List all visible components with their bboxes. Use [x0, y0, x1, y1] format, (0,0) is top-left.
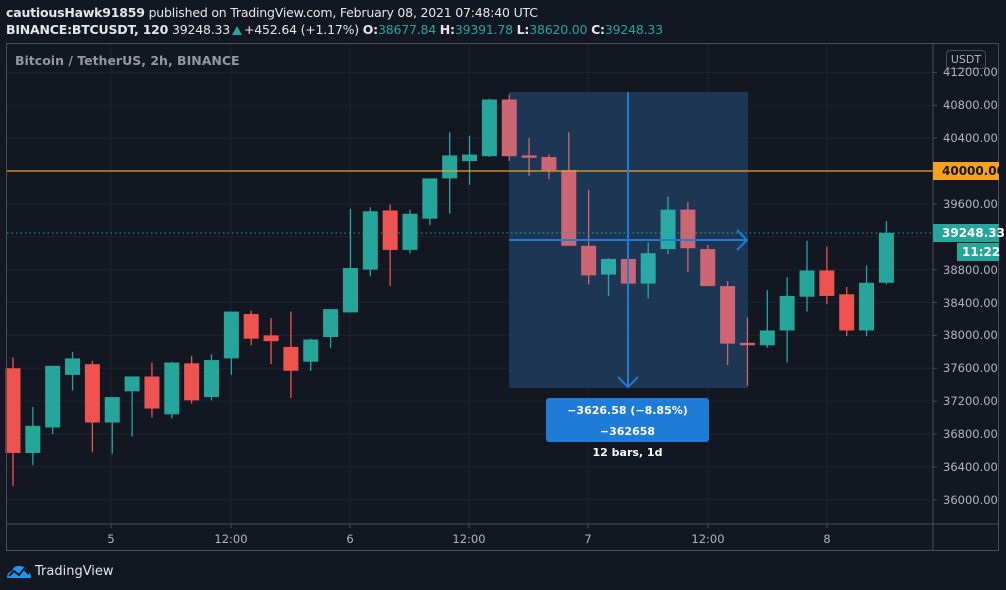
horizontal-line-price-tag: 40000.00 — [933, 162, 1005, 180]
price-axis-label: 36400.00 — [943, 459, 998, 474]
price-change: +452.64 (+1.17%) — [244, 22, 359, 37]
candle — [382, 210, 398, 250]
candle — [323, 309, 339, 338]
candle — [283, 346, 299, 371]
candle — [561, 170, 577, 246]
candle — [700, 249, 716, 287]
last-price: 39248.33 — [171, 22, 231, 37]
currency-button[interactable]: USDT — [946, 50, 986, 69]
time-axis-label: 5 — [107, 532, 115, 546]
tradingview-logo[interactable]: TradingView — [6, 563, 114, 579]
candle — [759, 330, 775, 346]
chart-frame — [6, 43, 999, 551]
brand-name: TradingView — [35, 563, 114, 579]
published-text: published on TradingView.com, February 0… — [148, 5, 538, 20]
candle — [342, 267, 358, 313]
high-label: H: — [439, 22, 455, 37]
measure-tooltip: −3626.58 (−8.85%) −362658 12 bars, 1d — [546, 398, 709, 459]
candle — [878, 232, 894, 283]
time-axis-label: 12:00 — [691, 532, 725, 546]
candle — [521, 155, 537, 158]
price-axis-label: 40800.00 — [943, 98, 998, 113]
close-label: C: — [591, 22, 605, 37]
last-price-tag: 39248.33 — [933, 224, 1005, 242]
high-value: 39391.78 — [454, 22, 513, 37]
candle — [541, 157, 557, 171]
candle — [84, 364, 100, 423]
time-axis-label: 6 — [346, 532, 354, 546]
candle — [859, 282, 875, 331]
time-axis-label: 7 — [584, 532, 592, 546]
candle — [720, 286, 736, 344]
candle — [65, 358, 81, 375]
candle — [481, 99, 497, 157]
candle — [362, 211, 378, 270]
price-axis-label: 40400.00 — [943, 131, 998, 146]
countdown-tag: 11:22 — [957, 243, 1000, 261]
low-label: L: — [516, 22, 530, 37]
candle — [442, 155, 458, 179]
candle — [124, 376, 140, 392]
price-axis-label: 41200.00 — [943, 65, 998, 80]
candle — [462, 154, 478, 162]
price-axis-label: 39600.00 — [943, 196, 998, 211]
candle — [45, 365, 61, 428]
price-axis-label: 36000.00 — [943, 492, 998, 507]
price-axis-label: 38800.00 — [943, 262, 998, 277]
time-axis-label: 8 — [823, 532, 831, 546]
candle — [601, 258, 616, 275]
price-axis-label: 38400.00 — [943, 295, 998, 310]
price-axis-label: 37600.00 — [943, 361, 998, 376]
price-axis-label: 36800.00 — [943, 427, 998, 442]
candle — [164, 362, 180, 415]
candle — [402, 213, 418, 250]
publish-info: cautiousHawk91859 published on TradingVi… — [6, 5, 538, 20]
tradingview-cloud-icon — [7, 565, 31, 578]
candle — [799, 270, 815, 297]
candle — [144, 376, 160, 409]
candle — [104, 397, 120, 423]
candle — [223, 311, 239, 359]
measure-bars: 12 bars, 1d — [592, 446, 663, 459]
candle — [739, 342, 755, 346]
ohlc-info: BINANCE:BTCUSDT, 120 39248.33 +452.64 (+1… — [6, 22, 663, 37]
price-axis-label: 38000.00 — [943, 328, 998, 343]
low-value: 38620.00 — [529, 22, 588, 37]
candle — [680, 209, 696, 249]
close-value: 39248.33 — [604, 22, 663, 37]
time-axis-label: 12:00 — [452, 532, 486, 546]
candle — [204, 360, 219, 398]
candle — [184, 363, 200, 401]
measure-change: −3626.58 (−8.85%) −362658 — [567, 404, 688, 438]
candle — [779, 295, 795, 331]
price-axis-label: 37200.00 — [943, 394, 998, 409]
candle — [5, 368, 21, 453]
candle — [640, 253, 656, 284]
candle — [581, 245, 597, 276]
candle — [263, 335, 279, 342]
candle — [501, 99, 517, 157]
open-value: 38677.84 — [377, 22, 436, 37]
candle — [839, 294, 855, 331]
publisher-name[interactable]: cautiousHawk91859 — [6, 5, 145, 20]
candle — [243, 314, 259, 339]
open-label: O: — [362, 22, 378, 37]
candle — [25, 425, 41, 453]
candle — [303, 339, 319, 362]
up-triangle-icon — [232, 26, 243, 35]
candle — [819, 270, 835, 296]
candle — [422, 178, 438, 219]
time-axis-label: 12:00 — [214, 532, 248, 546]
symbol-label: BINANCE:BTCUSDT, 120 — [6, 22, 169, 37]
chart-legend-title: Bitcoin / TetherUS, 2h, BINANCE — [15, 53, 240, 68]
